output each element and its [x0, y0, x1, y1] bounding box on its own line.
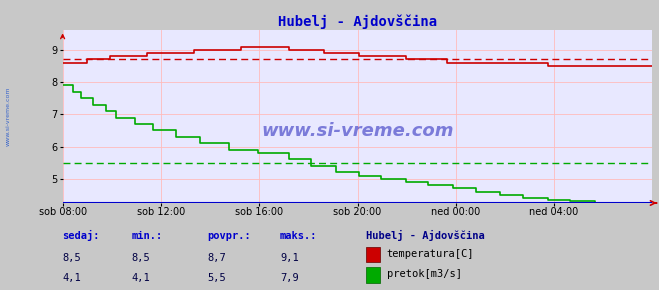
Text: 8,5: 8,5	[132, 253, 150, 263]
Text: sedaj:: sedaj:	[63, 230, 100, 241]
Text: pretok[m3/s]: pretok[m3/s]	[387, 269, 462, 279]
Text: 7,9: 7,9	[280, 273, 299, 283]
Text: 4,1: 4,1	[63, 273, 81, 283]
Text: www.si-vreme.com: www.si-vreme.com	[5, 86, 11, 146]
Text: 8,5: 8,5	[63, 253, 81, 263]
Text: 9,1: 9,1	[280, 253, 299, 263]
Text: Hubelj - Ajdovščina: Hubelj - Ajdovščina	[366, 230, 484, 241]
Text: 4,1: 4,1	[132, 273, 150, 283]
Text: 8,7: 8,7	[208, 253, 226, 263]
Text: min.:: min.:	[132, 231, 163, 241]
Text: temperatura[C]: temperatura[C]	[387, 249, 474, 259]
Title: Hubelj - Ajdovščina: Hubelj - Ajdovščina	[278, 15, 437, 29]
Text: povpr.:: povpr.:	[208, 231, 251, 241]
Text: 5,5: 5,5	[208, 273, 226, 283]
Text: www.si-vreme.com: www.si-vreme.com	[261, 122, 454, 139]
Text: maks.:: maks.:	[280, 231, 318, 241]
